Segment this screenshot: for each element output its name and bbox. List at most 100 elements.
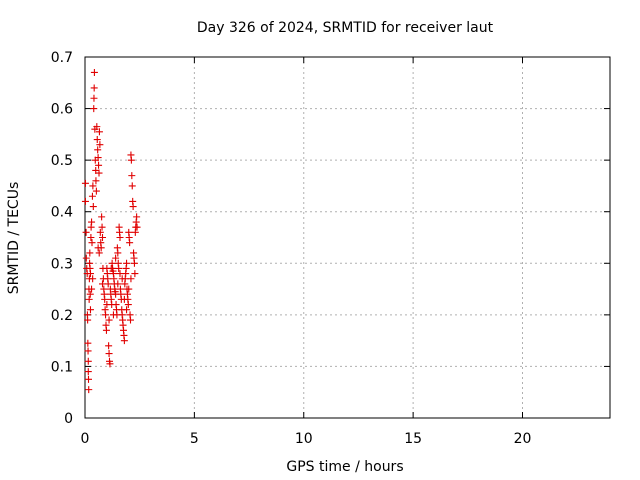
- data-point: [89, 203, 97, 211]
- data-point: [85, 386, 93, 394]
- data-point: [94, 146, 102, 154]
- data-point: [102, 326, 110, 334]
- data-point: [127, 275, 135, 283]
- x-tick-label: 15: [404, 431, 422, 447]
- data-point: [95, 161, 103, 169]
- data-point: [89, 275, 97, 283]
- y-tick-label: 0.4: [51, 205, 73, 221]
- data-point: [95, 128, 103, 136]
- data-point: [86, 290, 94, 298]
- data-point: [90, 94, 98, 102]
- data-point: [126, 239, 134, 247]
- data-point: [98, 223, 106, 231]
- data-point: [84, 316, 92, 324]
- data-point: [82, 254, 90, 262]
- y-tick-label: 0: [64, 411, 73, 427]
- x-tick-label: 0: [81, 431, 90, 447]
- data-point: [106, 360, 114, 368]
- data-point: [105, 350, 113, 358]
- data-point: [114, 280, 122, 288]
- y-tick-label: 0.2: [51, 308, 73, 324]
- y-axis-label: SRMTID / TECUs: [6, 182, 22, 295]
- data-point: [89, 182, 97, 190]
- data-point: [99, 234, 106, 241]
- data-point: [90, 84, 98, 92]
- data-point: [92, 177, 100, 185]
- data-point: [84, 357, 92, 365]
- data-point: [87, 234, 95, 241]
- grid-lines: [85, 57, 610, 418]
- data-point: [127, 316, 134, 324]
- data-point: [82, 228, 90, 236]
- axis-ticks: [84, 56, 610, 419]
- data-point: [112, 254, 120, 262]
- data-point: [101, 295, 109, 303]
- data-point: [124, 301, 132, 309]
- data-point: [84, 347, 92, 355]
- data-point: [127, 156, 135, 164]
- data-point: [85, 375, 92, 383]
- data-point: [85, 295, 93, 303]
- data-point: [120, 295, 128, 303]
- x-tick-label: 10: [295, 431, 313, 447]
- chart-title: Day 326 of 2024, SRMTID for receiver lau…: [197, 20, 494, 36]
- data-point: [107, 264, 115, 272]
- data-point: [86, 306, 94, 314]
- data-point: [95, 169, 103, 177]
- x-tick-label: 20: [514, 431, 532, 447]
- data-point: [90, 105, 98, 113]
- data-point: [99, 280, 106, 288]
- x-tick-label: 5: [190, 431, 199, 447]
- data-point: [96, 141, 104, 149]
- x-tick-labels: 0 5 10 15 20: [81, 431, 532, 447]
- data-point: [125, 285, 133, 293]
- data-point: [90, 68, 98, 76]
- data-point: [86, 270, 94, 278]
- data-point: [118, 275, 126, 283]
- y-tick-label: 0.6: [51, 102, 73, 118]
- x-axis-label: GPS time / hours: [286, 459, 403, 475]
- data-point: [114, 249, 122, 257]
- data-point: [109, 311, 117, 319]
- data-point: [128, 172, 136, 180]
- plot-frame: [84, 56, 611, 419]
- data-point: [120, 337, 128, 345]
- data-point: [95, 249, 103, 257]
- data-point: [96, 228, 104, 236]
- data-point: [92, 187, 100, 195]
- data-point: [88, 239, 96, 247]
- y-tick-label: 0.1: [51, 359, 73, 375]
- data-point: [133, 223, 141, 231]
- data-point: [84, 368, 92, 376]
- data-point: [105, 316, 113, 324]
- data-point: [116, 234, 124, 241]
- data-point: [94, 244, 102, 252]
- y-tick-label: 0.7: [51, 50, 73, 66]
- data-point: [88, 192, 96, 200]
- data-point: [133, 213, 141, 221]
- data-point: [94, 154, 102, 162]
- data-point: [123, 259, 131, 267]
- y-tick-labels: 0 0.1 0.2 0.3 0.4 0.5 0.6 0.7: [51, 50, 73, 427]
- data-point: [105, 342, 113, 350]
- data-point: [81, 197, 89, 205]
- data-point: [116, 270, 124, 278]
- data-point: [88, 218, 96, 226]
- data-point: [129, 203, 137, 211]
- data-point: [130, 259, 138, 267]
- data-point: [123, 306, 131, 314]
- y-tick-label: 0.3: [51, 256, 73, 272]
- data-point: [98, 213, 106, 221]
- y-tick-label: 0.5: [51, 153, 73, 169]
- data-point: [115, 264, 123, 272]
- data-point: [86, 249, 94, 257]
- data-point: [128, 182, 136, 190]
- data-point: [88, 285, 96, 293]
- data-point: [84, 339, 92, 347]
- data-point: [81, 179, 89, 187]
- data-point: [93, 136, 101, 144]
- data-point: [93, 123, 101, 131]
- data-point: [103, 301, 111, 309]
- data-point: [131, 270, 139, 278]
